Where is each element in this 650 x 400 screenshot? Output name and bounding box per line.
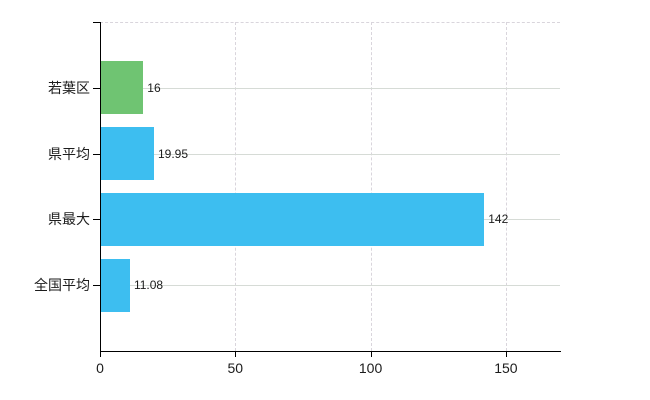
y-axis-tick [93,87,100,89]
y-axis-category-label: 全国平均 [34,277,90,294]
y-axis-category-label: 若葉区 [48,79,90,96]
bar [100,192,485,246]
bar [100,127,154,181]
x-axis-tick [505,351,507,357]
grid-line-horizontal [100,285,560,287]
x-axis-tick [370,351,372,357]
y-axis-tick [93,219,100,221]
grid-line-horizontal [100,87,560,89]
bar-value-label: 16 [147,80,161,95]
grid-line-horizontal [100,153,560,155]
bar [100,61,144,115]
bar-value-label: 19.95 [157,146,188,161]
x-axis-tick [100,351,101,357]
y-axis-category-label: 県最大 [48,211,90,228]
bar [100,258,130,312]
x-axis-tick-label: 150 [494,360,518,376]
y-axis-category-label: 県平均 [48,145,90,162]
bar-value-label: 142 [488,212,509,227]
grid-line-vertical [235,22,237,351]
y-axis-top-tick [93,22,100,23]
bar-value-label: 11.08 [133,278,164,293]
y-axis-line [100,22,101,352]
x-axis-tick-label: 50 [227,360,244,376]
x-axis-tick [235,351,237,357]
x-axis-tick-label: 0 [96,360,104,376]
y-axis-tick [93,153,100,155]
y-axis-tick [93,285,100,287]
x-axis-tick-label: 100 [358,360,383,376]
grid-line-vertical [505,22,507,351]
grid-line-vertical [370,22,372,351]
plot-top-border [100,22,560,23]
x-axis-line [100,351,561,352]
